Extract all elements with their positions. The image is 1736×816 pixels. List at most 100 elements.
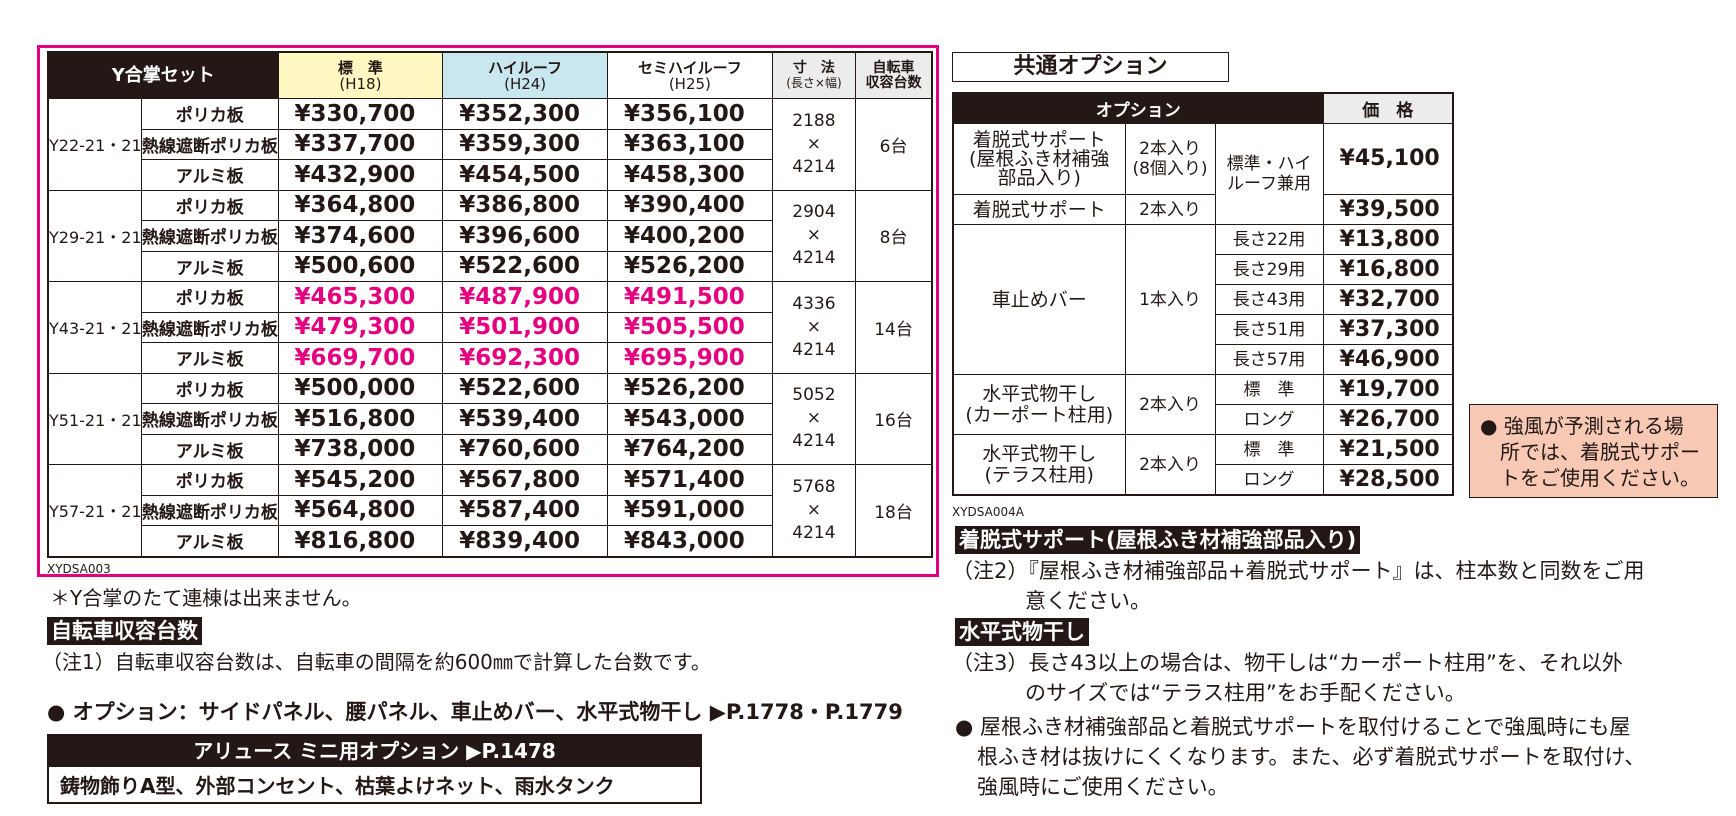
mini-options-heading[interactable]: アリュース ミニ用オプション ▶P.1478 bbox=[49, 736, 700, 767]
option-row: 着脱式サポート (屋根ふき材補強 部品入り) 2本入り (8個入り) 標準・ハイ… bbox=[952, 123, 1454, 225]
dimension-wid: 4214 bbox=[792, 248, 836, 269]
header-high-roof: ハイルーフ (H24) bbox=[442, 51, 608, 99]
roof-material: ポリカ板 bbox=[140, 464, 279, 496]
price-semi-high-roof: ¥526,200 bbox=[607, 250, 773, 282]
roof-material: アルミ板 bbox=[140, 159, 279, 191]
option-row: 長さ57用 ¥46,900 bbox=[953, 344, 1454, 375]
price-table-code: XYDSA003 bbox=[47, 562, 111, 576]
option-name: 水平式物干し (テラス柱用) bbox=[952, 434, 1126, 496]
option-quantity: 2本入り bbox=[1124, 374, 1216, 435]
price-high-roof: ¥522,600 bbox=[442, 372, 608, 404]
roof-material: アルミ板 bbox=[140, 342, 279, 374]
price-row: Y29-21・21 ポリカ板 ¥364,800 ¥386,800 ¥390,400 290… bbox=[47, 189, 933, 282]
model-code: Y22-21・21 bbox=[47, 98, 142, 191]
warning-line: 所では、着脱式サポー bbox=[1500, 440, 1700, 464]
price-high-roof: ¥396,600 bbox=[442, 220, 608, 252]
mini-options-items: 鋳物飾りA型、外部コンセント、枯葉よけネット、雨水タンク bbox=[60, 774, 615, 798]
price-standard: ¥500,600 bbox=[277, 250, 444, 282]
dimension-wid: 4214 bbox=[792, 156, 836, 177]
option-quantity: 2本入り (8個入り) bbox=[1124, 123, 1216, 195]
note-y-gassho: ＊Y合掌のたて連棟は出来ません。 bbox=[50, 586, 362, 610]
header-price: 価 格 bbox=[1322, 92, 1454, 124]
note-1: （注1）自転車収容台数は、自転車の間隔を約600㎜で計算した台数です。 bbox=[42, 650, 711, 674]
option-length: 標 準 bbox=[1214, 374, 1324, 405]
bike-capacity: 8台 bbox=[855, 189, 933, 282]
price-standard: ¥500,000 bbox=[277, 372, 444, 404]
dimension-x: × bbox=[806, 499, 822, 520]
options-table-code: XYDSA004A bbox=[952, 505, 1024, 519]
price-high-roof: ¥359,300 bbox=[442, 128, 608, 160]
price-semi-high-roof: ¥363,100 bbox=[607, 128, 773, 160]
price-standard: ¥337,700 bbox=[277, 128, 444, 160]
bike-capacity: 14台 bbox=[855, 281, 933, 374]
price-high-roof: ¥839,400 bbox=[442, 525, 608, 557]
price-high-roof: ¥386,800 bbox=[442, 189, 608, 221]
roof-material: アルミ板 bbox=[140, 433, 279, 465]
option-price: ¥21,500 bbox=[1322, 434, 1454, 465]
price-standard: ¥669,700 bbox=[277, 342, 444, 374]
price-semi-high-roof: ¥571,400 bbox=[607, 464, 773, 496]
dimension-cell: 2188 × 4214 bbox=[771, 98, 857, 191]
option-row: ロング ¥28,500 bbox=[953, 464, 1454, 496]
price-semi-high-roof: ¥505,500 bbox=[607, 311, 773, 343]
drying-rack-heading: 水平式物干し bbox=[955, 618, 1089, 646]
dimension-len: 4336 bbox=[792, 293, 836, 314]
dimension-x: × bbox=[806, 316, 822, 337]
bike-capacity: 6台 bbox=[855, 98, 933, 191]
option-name: 着脱式サポート (屋根ふき材補強 部品入り) bbox=[952, 123, 1126, 195]
dimension-len: 2904 bbox=[792, 202, 836, 223]
price-row: 熱線遮断ポリカ板 ¥516,800 ¥539,400 ¥543,000 bbox=[48, 403, 932, 435]
note-3-line-1: （注3）長さ43以上の場合は、物干しは“カーポート柱用”を、それ以外 bbox=[952, 651, 1623, 675]
bullet-line-3: 強風時にご使用ください。 bbox=[977, 775, 1229, 799]
dimension-x: × bbox=[806, 225, 822, 246]
price-table-frame bbox=[37, 45, 939, 577]
dimension-cell: 5768 × 4214 bbox=[771, 464, 857, 557]
option-price: ¥46,900 bbox=[1322, 344, 1454, 375]
roof-material: ポリカ板 bbox=[140, 189, 279, 221]
price-row: アルミ板 ¥500,600 ¥522,600 ¥526,200 bbox=[48, 250, 932, 282]
price-standard: ¥364,800 bbox=[277, 189, 444, 221]
option-row: 水平式物干し (カーポート柱用) 2本入り 標 準 ¥19,700 bbox=[952, 374, 1454, 435]
bullet-line-1: ● 屋根ふき材補強部品と着脱式サポートを取付けることで強風時にも屋 bbox=[955, 715, 1631, 739]
option-length: 長さ29用 bbox=[1214, 254, 1324, 285]
price-high-roof: ¥692,300 bbox=[442, 342, 608, 374]
price-standard: ¥374,600 bbox=[277, 220, 444, 252]
option-row: 長さ43用 ¥32,700 bbox=[953, 284, 1454, 315]
dimension-x: × bbox=[806, 133, 822, 154]
price-semi-high-roof: ¥491,500 bbox=[607, 281, 773, 313]
dimension-wid: 4214 bbox=[792, 339, 836, 360]
price-table-header: Y合掌セット 標 準 (H18) ハイルーフ (H24) セミハイルーフ (H25) … bbox=[47, 51, 933, 99]
option-quantity: 1本入り bbox=[1124, 224, 1216, 375]
roof-material: アルミ板 bbox=[140, 250, 279, 282]
option-length: 長さ57用 bbox=[1214, 344, 1324, 375]
price-high-roof: ¥567,800 bbox=[442, 464, 608, 496]
model-code: Y29-21・21 bbox=[47, 189, 142, 282]
price-row: アルミ板 ¥816,800 ¥839,400 ¥843,000 bbox=[48, 525, 932, 557]
options-table: オプション 価 格 着脱式サポート (屋根ふき材補強 部品入り) 2本入り (8… bbox=[952, 92, 1455, 496]
header-option: オプション bbox=[952, 92, 1324, 124]
option-price: ¥26,700 bbox=[1322, 404, 1454, 435]
option-price: ¥37,300 bbox=[1322, 314, 1454, 345]
price-semi-high-roof: ¥695,900 bbox=[607, 342, 773, 374]
option-price: ¥32,700 bbox=[1322, 284, 1454, 315]
option-length: 標 準 bbox=[1214, 434, 1324, 465]
dimension-cell: 2904 × 4214 bbox=[771, 189, 857, 282]
bike-capacity: 16台 bbox=[855, 372, 933, 465]
note-3-line-2: のサイズでは“テラス柱用”をお手配ください。 bbox=[1025, 681, 1466, 705]
price-row: 熱線遮断ポリカ板 ¥564,800 ¥587,400 ¥591,000 bbox=[48, 494, 932, 526]
option-name: 水平式物干し (カーポート柱用) bbox=[952, 374, 1126, 435]
roof-material: 熱線遮断ポリカ板 bbox=[140, 220, 279, 252]
warning-line: ● 強風が予測される場 bbox=[1480, 414, 1684, 438]
price-standard: ¥738,000 bbox=[277, 433, 444, 465]
price-high-roof: ¥522,600 bbox=[442, 250, 608, 282]
common-options-title: 共通オプション bbox=[952, 52, 1229, 82]
header-set: Y合掌セット bbox=[47, 51, 279, 99]
roof-material: 熱線遮断ポリカ板 bbox=[140, 494, 279, 526]
price-row: 熱線遮断ポリカ板 ¥479,300 ¥501,900 ¥505,500 bbox=[48, 311, 932, 343]
bullet-line-2: 根ふき材は抜けにくくなります。また、必ず着脱式サポートを取付け、 bbox=[977, 745, 1646, 769]
header-dimensions: 寸 法 (長さ×幅) bbox=[771, 51, 857, 99]
price-standard: ¥545,200 bbox=[277, 464, 444, 496]
price-high-roof: ¥501,900 bbox=[442, 311, 608, 343]
options-reference[interactable]: ● オプション：サイドパネル、腰パネル、車止めバー、水平式物干し ▶P.1778… bbox=[47, 700, 903, 724]
support-heading: 着脱式サポート(屋根ふき材補強部品入り) bbox=[955, 526, 1361, 554]
